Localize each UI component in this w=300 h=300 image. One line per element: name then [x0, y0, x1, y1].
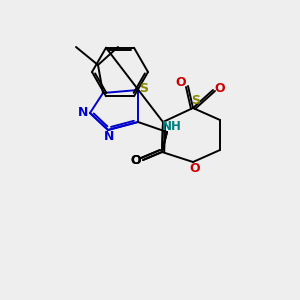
Text: O: O: [131, 154, 141, 167]
Text: O: O: [215, 82, 225, 95]
Text: S: S: [140, 82, 148, 95]
Text: N: N: [78, 106, 88, 118]
Text: N: N: [104, 130, 114, 143]
Text: O: O: [190, 163, 200, 176]
Text: NH: NH: [162, 119, 182, 133]
Text: O: O: [176, 76, 186, 89]
Text: S: S: [191, 94, 200, 106]
Text: O: O: [131, 154, 141, 167]
